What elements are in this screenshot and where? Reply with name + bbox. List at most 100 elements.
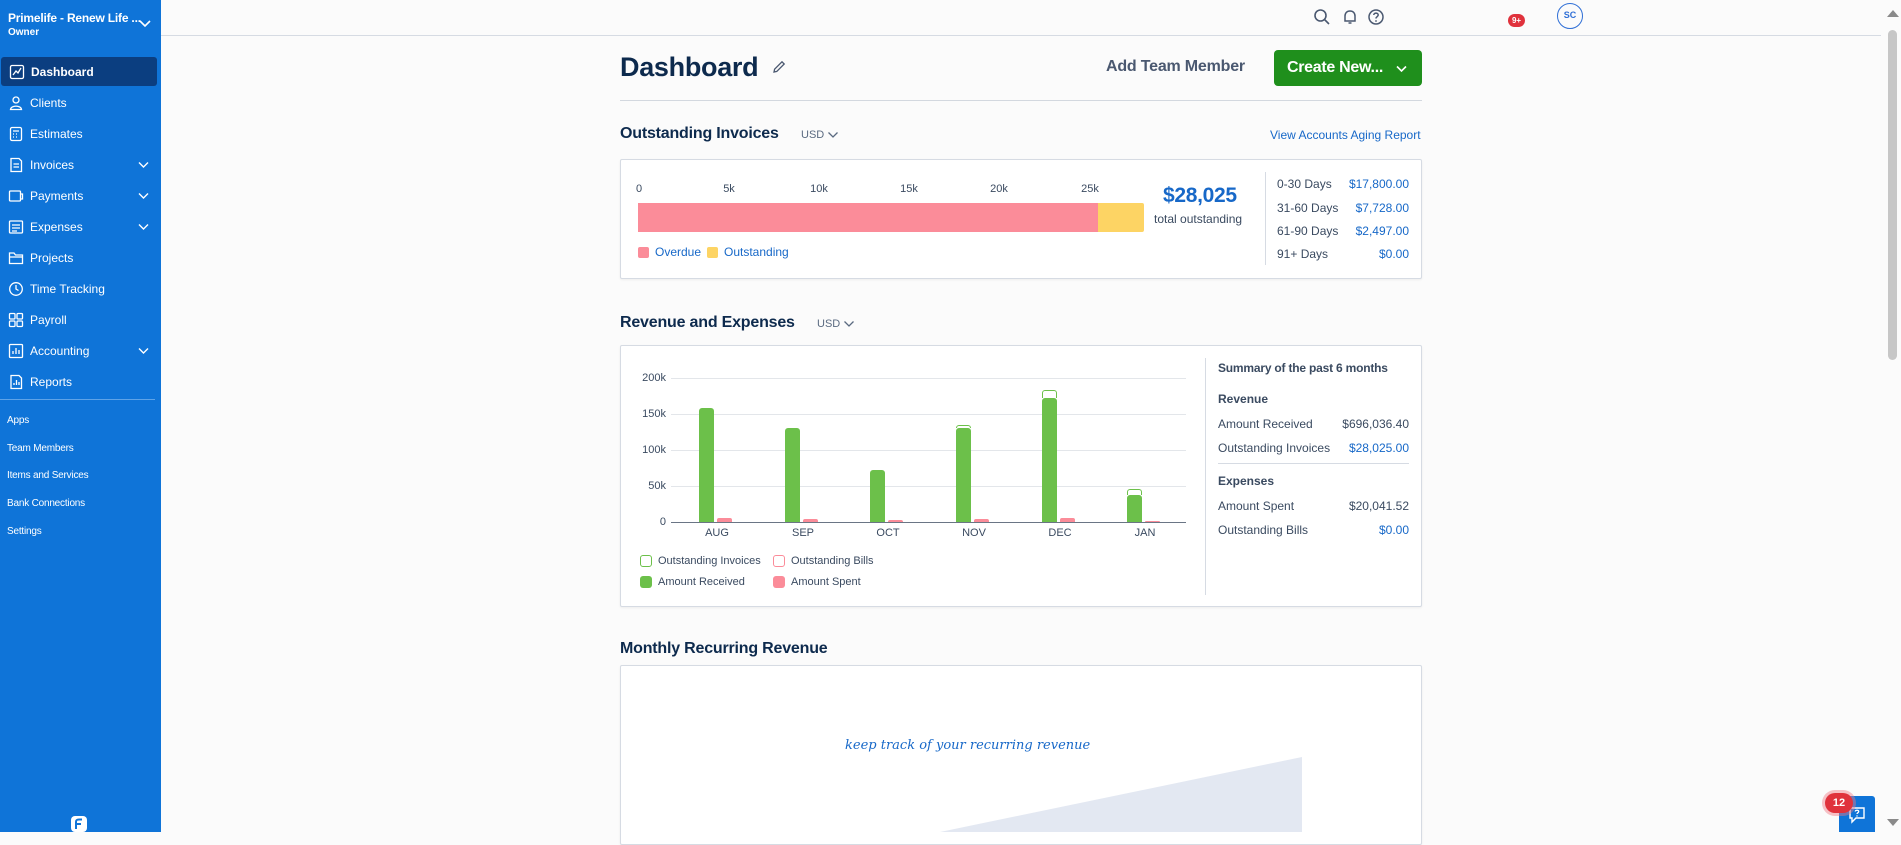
sidebar-item-payments[interactable]: Payments [0,181,161,210]
scrollbar-thumb[interactable] [1888,30,1897,360]
legend-outstanding-invoices: Outstanding Invoices [640,555,761,567]
axis-tick: 0 [635,183,643,195]
bar-amount-received[interactable] [1127,494,1142,522]
legend-label: Amount Received [658,576,745,588]
add-team-member-button[interactable]: Add Team Member [1106,58,1245,75]
x-axis [671,522,1186,523]
axis-tick: 15k [900,183,918,195]
gridline [671,486,1186,487]
y-tick: 100k [642,444,666,456]
axis-tick: 25k [1081,183,1099,195]
sidebar-item-expenses[interactable]: Expenses [0,212,161,241]
sidebar-link-apps[interactable]: Apps [7,415,29,426]
bar-amount-spent[interactable] [888,520,903,522]
org-role: Owner [8,27,40,38]
revenue-currency-select[interactable]: USD [817,318,855,330]
summary-outstanding-bills[interactable]: $0.00 [1378,523,1409,537]
sidebar-item-clients[interactable]: Clients [0,88,161,117]
summary-outstanding-invoices[interactable]: $28,025.00 [1348,441,1409,455]
sidebar-item-reports[interactable]: Reports [0,367,161,396]
y-tick: 0 [659,516,666,528]
legend-swatch [638,246,649,258]
aging-label: 0-30 Days [1277,177,1332,191]
aging-label: 61-90 Days [1277,224,1339,238]
bar-amount-received[interactable] [1042,398,1057,522]
sidebar-item-label: Payments [30,188,84,203]
bar-outstanding-invoices[interactable] [1042,389,1057,399]
card-divider [1265,172,1266,265]
org-switcher[interactable]: Primelife - Renew Life ... Owner [0,0,161,52]
gridline [671,450,1186,451]
revenue-expenses-card [620,345,1422,607]
summary-expenses-heading: Expenses [1218,474,1275,488]
summary-amount-spent: $20,041.52 [1348,499,1409,513]
bar-amount-spent[interactable] [1060,518,1075,522]
bar-amount-received[interactable] [956,428,971,522]
search-icon[interactable] [1313,8,1331,26]
bar-amount-spent[interactable] [803,519,818,522]
gridline [671,378,1186,379]
summary-label: Amount Received [1218,417,1313,431]
scroll-down-icon[interactable] [1887,819,1899,826]
sidebar-link-team-members[interactable]: Team Members [7,443,74,454]
people-icon [8,312,24,328]
sidebar-item-accounting[interactable]: Accounting [0,336,161,365]
total-outstanding-amount[interactable]: $28,025 [1163,184,1237,207]
sidebar-link-bank-connections[interactable]: Bank Connections [7,498,85,509]
chevron-down-icon [138,162,149,168]
bar-amount-received[interactable] [785,428,800,522]
legend-label: Outstanding [724,245,789,259]
bar-outstanding-invoices[interactable] [1127,488,1142,495]
axis-tick: 10k [810,183,828,195]
invoice-icon [8,157,24,173]
bar-amount-spent[interactable] [974,519,989,522]
person-icon [8,95,24,111]
legend-swatch [640,576,652,588]
chevron-down-icon [138,348,149,354]
pencil-icon[interactable] [771,59,787,75]
clock-icon [8,281,24,297]
sidebar-item-dashboard[interactable]: Dashboard [1,57,157,86]
sidebar-link-items-and-services[interactable]: Items and Services [7,470,89,481]
sidebar-item-projects[interactable]: Projects [0,243,161,272]
aging-value[interactable]: $17,800.00 [1348,177,1409,191]
sidebar-item-payroll[interactable]: Payroll [0,305,161,334]
x-tick: OCT [876,527,900,539]
aging-label: 31-60 Days [1277,201,1339,215]
help-icon[interactable] [1367,8,1385,26]
create-new-button[interactable]: Create New... [1274,50,1422,86]
create-new-label: Create New... [1287,59,1383,76]
bar-outstanding-invoices[interactable] [956,424,971,429]
bar-amount-received[interactable] [699,408,714,522]
outstanding-segment[interactable] [1098,203,1144,232]
sidebar-item-invoices[interactable]: Invoices [0,150,161,179]
aging-value[interactable]: $0.00 [1378,247,1409,261]
outstanding-currency-select[interactable]: USD [801,129,839,141]
axis-tick: 5k [723,183,735,195]
revenue-expenses-title: Revenue and Expenses [620,314,795,331]
bar-amount-received[interactable] [870,470,885,522]
bar-amount-spent[interactable] [1145,520,1160,522]
legend-outstanding: Outstanding [707,245,789,259]
bar-amount-spent[interactable] [717,518,732,522]
receipt-icon [8,219,24,235]
sidebar-item-time-tracking[interactable]: Time Tracking [0,274,161,303]
overdue-segment[interactable] [638,203,1099,232]
sidebar-item-estimates[interactable]: Estimates [0,119,161,148]
aging-value[interactable]: $7,728.00 [1355,201,1409,215]
view-aging-report-link[interactable]: View Accounts Aging Report [1270,128,1421,142]
avatar[interactable]: SC [1557,3,1583,29]
x-tick: AUG [705,527,729,539]
x-tick: DEC [1048,527,1072,539]
aging-value[interactable]: $2,497.00 [1355,224,1409,238]
sidebar-item-label: Reports [30,374,73,389]
legend-overdue: Overdue [638,245,701,259]
legend-amount-received: Amount Received [640,576,745,588]
legend-label: Amount Spent [791,576,861,588]
sidebar-item-label: Payroll [30,312,67,327]
sidebar-link-settings[interactable]: Settings [7,526,42,537]
sidebar-item-label: Expenses [30,219,83,234]
bell-icon[interactable] [1341,8,1359,26]
scroll-up-icon[interactable] [1887,10,1899,17]
page-title: Dashboard [620,52,759,82]
